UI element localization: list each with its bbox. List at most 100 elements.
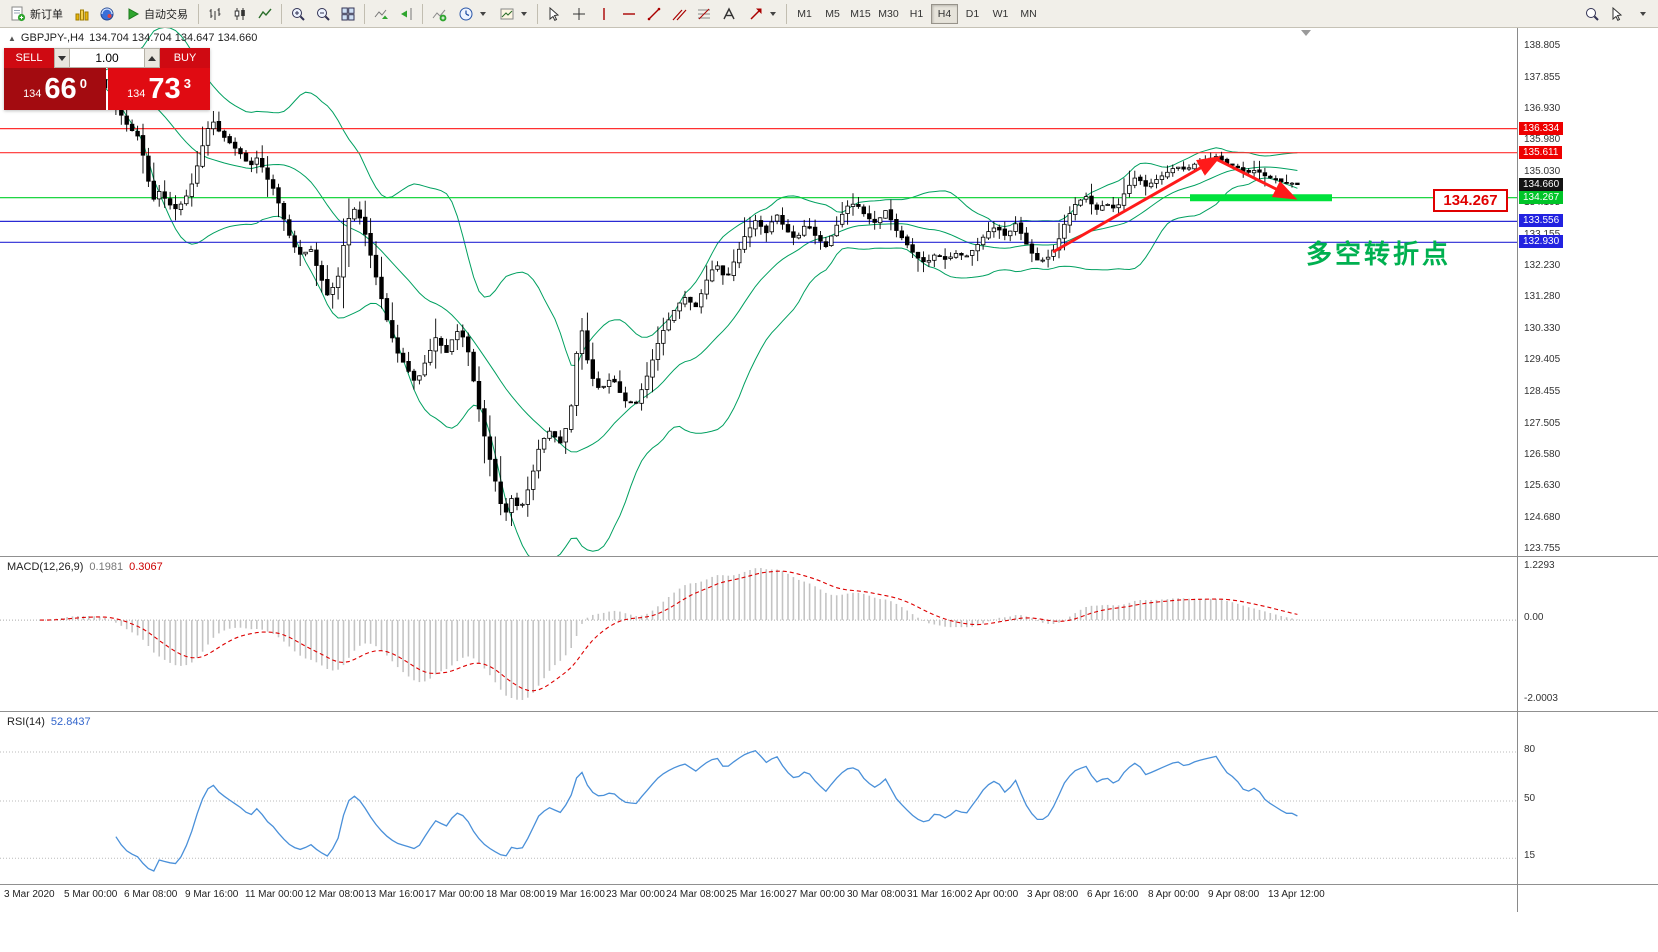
buy-price-prefix: 134 — [127, 88, 146, 100]
turning-point-annotation[interactable]: 多空转折点 — [1306, 240, 1452, 270]
buy-price-button[interactable]: 134 73 3 — [108, 68, 210, 110]
horizontal-line-icon — [623, 12, 635, 15]
zoom-in-button[interactable] — [286, 2, 310, 25]
price-badge-136.334: 136.334 — [1519, 122, 1564, 135]
line-chart-button[interactable] — [253, 2, 277, 25]
search-icon — [1586, 7, 1599, 21]
main-chart-panel[interactable]: ▲ GBPJPY-,H4 134.704 134.704 134.647 134… — [0, 28, 1658, 556]
toolbar-overflow-button[interactable] — [1630, 2, 1654, 25]
templates-button[interactable] — [493, 2, 533, 25]
candlestick-icon — [234, 7, 245, 20]
timeframe-m5[interactable]: M5 — [825, 7, 840, 20]
time-label: 31 Mar 16:00 — [907, 889, 966, 900]
macd-scale[interactable]: 1.2293 0.00 -2.0003 — [1518, 556, 1657, 711]
price-scale[interactable]: 138.805137.855136.930135.980135.030134.1… — [1518, 28, 1657, 556]
candlestick-button[interactable] — [228, 2, 252, 25]
timeframe-w1[interactable]: W1 — [992, 7, 1009, 20]
indicators-icon — [432, 9, 447, 21]
trend-arrow-up[interactable] — [1052, 156, 1222, 254]
buy-label: BUY — [173, 52, 197, 64]
chart-shift-button[interactable] — [394, 2, 418, 25]
price-tick: 129.405 — [1524, 354, 1561, 365]
toolbar-separator — [364, 3, 365, 24]
rsi-name: RSI(14) — [7, 716, 45, 728]
bar-chart-button[interactable] — [203, 2, 227, 25]
text-icon — [723, 6, 735, 19]
volume-increase-button[interactable] — [144, 48, 160, 68]
sell-button[interactable]: SELL — [4, 48, 54, 68]
bollinger-lower — [39, 85, 1298, 556]
horizontal-line-button[interactable] — [617, 2, 641, 25]
timeframe-d1[interactable]: D1 — [965, 7, 980, 20]
macd-scale-min: -2.0003 — [1524, 693, 1558, 704]
rsi-line — [115, 749, 1298, 872]
volume-input[interactable] — [70, 48, 144, 68]
price-tick: 131.280 — [1524, 291, 1561, 302]
new-order-button[interactable]: 新订单 — [4, 2, 69, 25]
charts-button[interactable] — [70, 2, 94, 25]
timeframe-mn[interactable]: MN — [1020, 7, 1037, 20]
pointer-button[interactable] — [1605, 2, 1629, 25]
bar-chart-icon — [209, 7, 221, 20]
symbol-title: GBPJPY-,H4 — [20, 32, 85, 44]
arrow-object-icon — [750, 8, 762, 20]
auto-scroll-button[interactable] — [369, 2, 393, 25]
timeframe-m15[interactable]: M15 — [850, 7, 871, 20]
price-tick: 132.230 — [1524, 260, 1561, 271]
time-axis[interactable]: 3 Mar 2020 5 Mar 00:00 6 Mar 08:00 9 Mar 16… — [0, 884, 1658, 914]
chart-area[interactable] — [0, 28, 1517, 556]
volume-decrease-button[interactable] — [54, 48, 70, 68]
time-label: 3 Mar 2020 — [4, 889, 55, 900]
text-button[interactable] — [717, 2, 741, 25]
periods-clock-icon — [459, 7, 473, 20]
trendline-button[interactable] — [642, 2, 666, 25]
rsi-panel[interactable]: RSI(14) 52.8437 — [0, 711, 1658, 884]
time-label: 6 Mar 08:00 — [124, 889, 178, 900]
tile-windows-icon — [341, 7, 355, 20]
arrows-button[interactable] — [742, 2, 782, 25]
macd-value-signal: 0.3067 — [129, 561, 163, 573]
crosshair-button[interactable] — [567, 2, 591, 25]
time-label: 13 Apr 12:00 — [1268, 889, 1325, 900]
indicators-button[interactable] — [427, 2, 451, 25]
vertical-line-button[interactable] — [592, 2, 616, 25]
price-tick: 126.580 — [1524, 449, 1561, 460]
cursor-button[interactable] — [542, 2, 566, 25]
sell-price-button[interactable]: 134 66 0 — [4, 68, 106, 110]
timeframe-m30[interactable]: M30 — [878, 7, 899, 20]
collapse-quotes-icon[interactable]: ▲ — [8, 33, 16, 43]
timeframe-h4[interactable]: H4 — [931, 3, 958, 24]
price-tick: 135.980 — [1524, 134, 1561, 145]
fibonacci-button[interactable] — [692, 2, 716, 25]
macd-value-main: 0.1981 — [89, 561, 124, 573]
chevron-down-icon — [521, 11, 527, 16]
profiles-button[interactable] — [95, 2, 119, 25]
time-label: 27 Mar 00:00 — [786, 889, 845, 900]
pointer-icon — [1612, 6, 1623, 21]
price-tick: 124.680 — [1524, 512, 1561, 523]
template-icon — [500, 8, 514, 19]
buy-price-big: 73 — [148, 72, 181, 105]
channel-button[interactable] — [667, 2, 691, 25]
time-label: 19 Mar 16:00 — [546, 889, 605, 900]
price-tick: 135.030 — [1524, 166, 1561, 177]
search-button[interactable] — [1580, 2, 1604, 25]
macd-signal-line — [40, 570, 1298, 692]
time-label: 9 Mar 16:00 — [185, 889, 239, 900]
toolbar-separator — [537, 3, 538, 24]
zoom-out-button[interactable] — [311, 2, 335, 25]
rsi-scale[interactable]: 80 50 15 — [1518, 711, 1657, 884]
timeframe-h1[interactable]: H1 — [909, 7, 924, 20]
price-callout-134267[interactable]: 134.267 — [1433, 189, 1508, 212]
charts-icon — [75, 9, 89, 20]
periods-button[interactable] — [452, 2, 492, 25]
buy-button[interactable]: BUY — [160, 48, 210, 68]
tile-windows-button[interactable] — [336, 2, 360, 25]
timeframe-m1[interactable]: M1 — [797, 7, 812, 20]
autotrading-button[interactable]: 自动交易 — [120, 2, 194, 25]
price-tick: 127.505 — [1524, 418, 1561, 429]
macd-panel[interactable]: MACD(12,26,9) 0.1981 0.3067 — [0, 556, 1658, 711]
chart-shift-marker[interactable] — [1301, 30, 1311, 36]
trend-arrow-down[interactable] — [1215, 157, 1298, 200]
